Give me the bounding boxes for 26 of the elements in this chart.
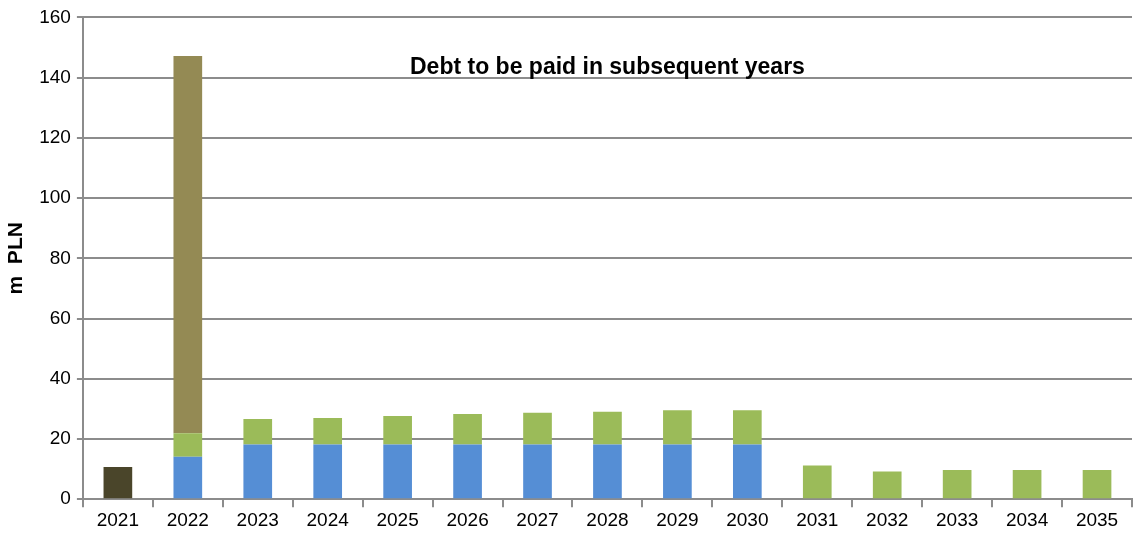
- x-tick-label: 2028: [586, 508, 629, 530]
- x-tick-label: 2032: [866, 508, 909, 530]
- x-tick-label: 2033: [936, 508, 979, 530]
- x-tick-label: 2026: [446, 508, 489, 530]
- x-tick-label: 2024: [306, 508, 350, 530]
- x-tick-label: 2031: [796, 508, 839, 530]
- x-tick-label: 2034: [1005, 508, 1049, 530]
- x-tick-label: 2025: [376, 508, 419, 530]
- x-tick-label: 2035: [1075, 508, 1119, 530]
- x-tick-label: 2023: [236, 508, 279, 530]
- y-tick-label: 120: [39, 126, 71, 148]
- text: Debt to be paid in subsequent years: [409, 52, 805, 79]
- y-tick-label: 20: [49, 427, 71, 449]
- x-tick-label: 2021: [96, 508, 140, 530]
- y-tick-label: 40: [49, 366, 71, 388]
- y-axis-title: m PLN: [3, 222, 27, 295]
- y-tick-label: 60: [49, 306, 71, 328]
- x-tick-label: 2030: [726, 508, 769, 530]
- x-tick-label: 2029: [656, 508, 699, 530]
- y-tick-label: 140: [39, 65, 71, 87]
- y-tick-label: 100: [39, 186, 71, 208]
- x-tick-label: 2027: [516, 508, 559, 530]
- y-tick-label: 80: [49, 246, 71, 268]
- y-tick-label: 0: [60, 487, 71, 509]
- y-tick-label: 160: [39, 5, 71, 27]
- x-tick-label: 2022: [166, 508, 209, 530]
